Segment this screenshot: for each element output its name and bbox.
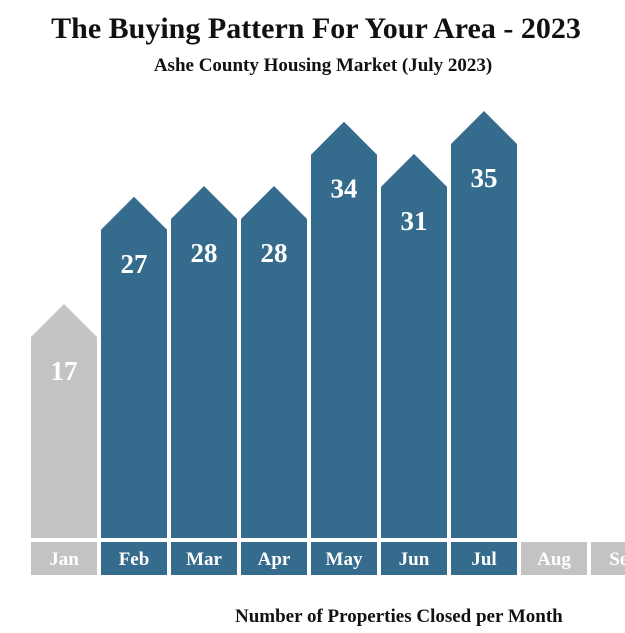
data-label-feb: 27 bbox=[121, 249, 148, 279]
category-label-mar: Mar bbox=[186, 549, 222, 570]
category-label-jan: Jan bbox=[49, 549, 79, 570]
data-label-apr: 28 bbox=[261, 238, 288, 268]
category-box-feb bbox=[101, 542, 167, 575]
category-label-may: May bbox=[326, 549, 363, 570]
data-label-mar: 28 bbox=[191, 238, 218, 268]
category-label-apr: Apr bbox=[258, 549, 291, 570]
category-box-jun bbox=[381, 542, 447, 575]
bar-jul bbox=[451, 111, 517, 538]
data-label-jul: 35 bbox=[471, 163, 498, 193]
category-box-jan bbox=[31, 542, 97, 575]
category-label-aug: Aug bbox=[537, 549, 571, 570]
data-label-jan: 17 bbox=[51, 356, 78, 386]
bar-apr bbox=[241, 186, 307, 539]
chart-subtitle: Ashe County Housing Market (July 2023) bbox=[153, 55, 493, 76]
category-box-mar bbox=[171, 542, 237, 575]
category-box-aug bbox=[521, 542, 587, 575]
category-box-sep bbox=[591, 542, 625, 575]
chart-title: The Buying Pattern For Your Area - 2023 bbox=[51, 12, 581, 45]
data-label-jun: 31 bbox=[401, 206, 428, 236]
category-label-jul: Jul bbox=[471, 549, 496, 570]
category-label-feb: Feb bbox=[119, 549, 150, 570]
category-label-sep: Sep bbox=[609, 549, 625, 570]
bar-jan bbox=[31, 304, 97, 538]
x-axis-caption: Number of Properties Closed per Month bbox=[235, 606, 563, 627]
bar-mar bbox=[171, 186, 237, 539]
bar-may bbox=[311, 121, 377, 538]
bar-feb bbox=[101, 196, 167, 538]
category-box-apr bbox=[241, 542, 307, 575]
bar-jun bbox=[381, 153, 447, 538]
category-box-jul bbox=[451, 542, 517, 575]
category-box-may bbox=[311, 542, 377, 575]
data-label-may: 34 bbox=[331, 174, 358, 204]
category-label-jun: Jun bbox=[399, 549, 430, 570]
